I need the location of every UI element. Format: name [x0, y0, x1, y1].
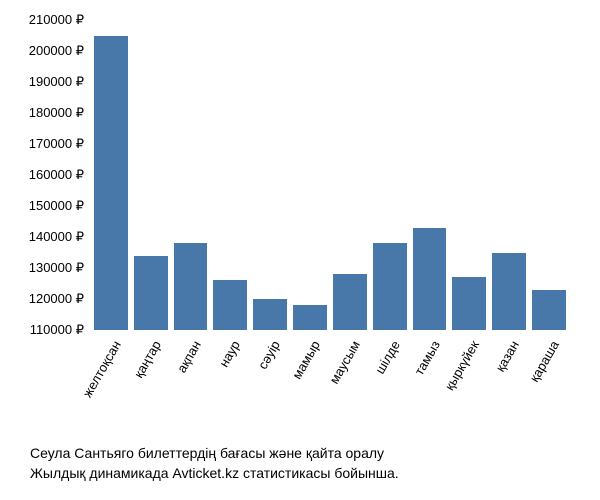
- y-tick-label: 150000 ₽: [29, 198, 84, 214]
- x-tick-label: қараша: [532, 334, 566, 434]
- x-tick-label: наур: [213, 334, 247, 434]
- y-tick-label: 110000 ₽: [30, 322, 84, 338]
- x-tick-label: қыркүйек: [452, 334, 486, 434]
- y-tick-label: 190000 ₽: [29, 74, 84, 90]
- x-tick-label: маусым: [333, 334, 367, 434]
- bar: [253, 299, 287, 330]
- bar: [213, 280, 247, 330]
- chart-container: 110000 ₽ 120000 ₽ 130000 ₽ 140000 ₽ 150000 ₽…: [0, 0, 600, 500]
- x-tick-label: желтоқсан: [94, 334, 128, 434]
- bar: [134, 256, 168, 330]
- bar: [452, 277, 486, 330]
- x-tick-label: ақпан: [174, 334, 208, 434]
- y-tick-label: 200000 ₽: [29, 43, 84, 59]
- bar: [333, 274, 367, 330]
- bar: [532, 290, 566, 330]
- bar: [373, 243, 407, 330]
- x-tick-label: шілде: [373, 334, 407, 434]
- chart-caption: Сеула Сантьяго билеттердің бағасы және қ…: [30, 444, 590, 483]
- x-tick-label: мамыр: [293, 334, 327, 434]
- y-tick-label: 140000 ₽: [29, 229, 84, 245]
- x-labels-group: желтоқсанқаңтарақпаннаурсәуірмамырмаусым…: [90, 334, 570, 434]
- y-tick-label: 160000 ₽: [29, 167, 84, 183]
- caption-line-1: Сеула Сантьяго билеттердің бағасы және қ…: [30, 444, 590, 464]
- y-tick-label: 170000 ₽: [29, 136, 84, 152]
- y-axis: 110000 ₽120000 ₽130000 ₽140000 ₽150000 ₽…: [0, 20, 88, 330]
- plot-area: [90, 20, 570, 330]
- y-tick-label: 130000 ₽: [29, 260, 84, 276]
- y-tick-label: 180000 ₽: [29, 105, 84, 121]
- x-tick-label: сәуір: [253, 334, 287, 434]
- x-axis: желтоқсанқаңтарақпаннаурсәуірмамырмаусым…: [90, 334, 570, 434]
- caption-line-2: Жылдық динамикада Avticket.kz статистика…: [30, 464, 590, 484]
- bar: [94, 36, 128, 331]
- bar: [492, 253, 526, 331]
- bars-group: [90, 20, 570, 330]
- y-tick-label: 210000 ₽: [29, 12, 84, 28]
- bar: [174, 243, 208, 330]
- bar: [413, 228, 447, 330]
- y-tick-label: 120000 ₽: [29, 291, 84, 307]
- x-tick-label: қазан: [492, 334, 526, 434]
- bar: [293, 305, 327, 330]
- x-tick-label: қаңтар: [134, 334, 168, 434]
